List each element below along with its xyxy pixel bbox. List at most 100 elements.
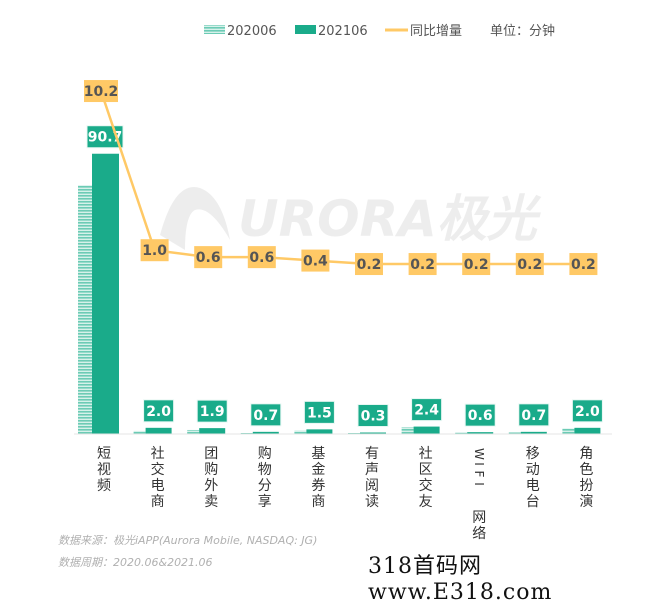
data-label-yoy: 0.6	[196, 250, 221, 266]
x-tick-label: 频	[97, 478, 111, 494]
x-tick-label: 角	[579, 446, 593, 462]
data-label-yoy: 0.4	[303, 254, 328, 270]
x-tick-label: 移	[526, 446, 540, 462]
data-label-box-202106	[464, 403, 496, 427]
bar-202006	[294, 430, 307, 434]
bar-202106	[199, 428, 226, 434]
legend-swatch-202106	[295, 25, 316, 34]
x-tick-label: 商	[311, 494, 325, 510]
x-tick-label: I	[472, 462, 486, 466]
data-label-202106: 0.7	[521, 408, 546, 424]
data-label-box-yoy	[355, 253, 383, 276]
data-label-yoy: 1.0	[142, 243, 167, 259]
unit-label: 单位：分钟	[490, 23, 555, 39]
x-tick-label: 区	[419, 462, 433, 478]
bar-202006	[187, 429, 200, 434]
data-label-yoy: 0.2	[357, 257, 382, 273]
bar-202106	[467, 432, 494, 434]
data-label-box-202106	[303, 400, 335, 424]
line-yoy-increase	[99, 90, 584, 266]
data-label-202106: 90.7	[88, 130, 123, 146]
x-tick-label: 读	[365, 493, 379, 510]
x-tick-label: 商	[151, 494, 165, 510]
x-tick-label: 社	[151, 446, 165, 462]
x-tick-label: 购	[258, 446, 272, 462]
bar-202106	[574, 427, 601, 434]
bar-202106	[145, 427, 172, 434]
data-label-box-202106	[411, 398, 443, 422]
bar-202106	[252, 431, 279, 434]
chart: 202006 202106 同比增量 单位：分钟 URORA极光 90.7 2.0…	[74, 23, 612, 542]
x-tick-label: 台	[526, 494, 540, 510]
x-tick-label: 电	[151, 478, 165, 494]
bar-202106	[360, 432, 386, 434]
data-label-202106: 2.4	[414, 403, 439, 419]
x-tick-label: 视	[97, 462, 111, 478]
bar-202006	[455, 432, 468, 434]
x-tick-label: 有	[365, 446, 379, 462]
legend-label-line: 同比增量	[410, 24, 462, 39]
x-tick-label: 购	[204, 462, 218, 478]
data-label-yoy: 0.2	[571, 257, 596, 273]
data-label-box-202106	[571, 399, 603, 423]
data-label-202106: 0.3	[361, 409, 386, 425]
x-tick-label: 分	[258, 478, 272, 494]
x-tick-label: F	[472, 471, 486, 478]
data-label-yoy: 0.2	[517, 257, 542, 273]
legend-label-202006: 202006	[227, 24, 277, 39]
x-tick-label: 券	[311, 478, 325, 494]
data-period: 数据周期：2020.06&2021.06	[58, 556, 213, 569]
data-label-box-202106	[518, 403, 550, 427]
x-tick-label: 物	[258, 462, 272, 478]
x-tick-label: 交	[419, 477, 433, 494]
data-label-202106: 1.9	[200, 404, 225, 420]
data-label-box-yoy	[247, 246, 276, 269]
x-tick-label: 享	[258, 493, 272, 510]
bar-202006	[508, 432, 521, 434]
data-label-box-yoy	[462, 253, 491, 276]
aurora-watermark-logo: URORA极光	[160, 186, 542, 250]
data-label-box-yoy	[194, 246, 223, 269]
data-label-box-yoy	[140, 239, 169, 262]
x-tick-label: W	[472, 448, 486, 460]
data-label-box-yoy	[569, 253, 598, 276]
legend-swatch-202006	[204, 25, 225, 34]
data-label-box-yoy	[408, 253, 437, 276]
x-tick-label: 扮	[579, 478, 593, 494]
x-tick-label: 交	[151, 461, 165, 478]
x-tick-label: 基	[311, 445, 325, 462]
bar-202006	[133, 430, 146, 434]
data-label-box-202106	[250, 403, 282, 427]
x-tick-label: I	[472, 482, 486, 486]
data-label-202106: 1.5	[307, 405, 332, 421]
x-tick-label: 网	[472, 510, 486, 526]
bar-202106	[92, 153, 119, 434]
site-watermark: 318首码网 www.E318.com	[368, 554, 553, 605]
data-label-box-yoy	[301, 249, 330, 272]
x-tick-label: 阅	[365, 478, 379, 494]
x-tick-label: 社	[419, 446, 433, 462]
bar-202006	[562, 428, 575, 434]
data-label-yoy: 0.6	[249, 250, 274, 266]
bar-202106	[520, 431, 547, 434]
data-label-yoy: 0.2	[410, 257, 435, 273]
data-label-box-yoy	[515, 253, 544, 276]
bar-202106	[413, 426, 440, 434]
data-source: 数据来源：极光iAPP(Aurora Mobile, NASDAQ: JG)	[58, 534, 318, 547]
x-tick-label: 友	[419, 494, 433, 510]
bar-202006	[401, 427, 414, 434]
x-tick-label: 卖	[204, 494, 218, 510]
data-label-box-202106	[357, 404, 389, 427]
x-tick-label: 电	[526, 478, 540, 494]
x-tick-label: 演	[579, 494, 593, 510]
data-label-box-202106	[196, 399, 228, 423]
x-tick-label: 团	[204, 446, 218, 462]
data-label-202106: 0.6	[468, 408, 493, 424]
x-tick-label: 动	[526, 462, 540, 478]
data-label-202106: 2.0	[146, 404, 171, 420]
data-label-202106: 0.7	[253, 408, 278, 424]
data-label-yoy: 0.2	[464, 257, 489, 273]
bar-202106	[306, 429, 333, 434]
x-tick-label: 络	[472, 526, 486, 542]
data-label-yoy: 10.2	[84, 84, 119, 100]
